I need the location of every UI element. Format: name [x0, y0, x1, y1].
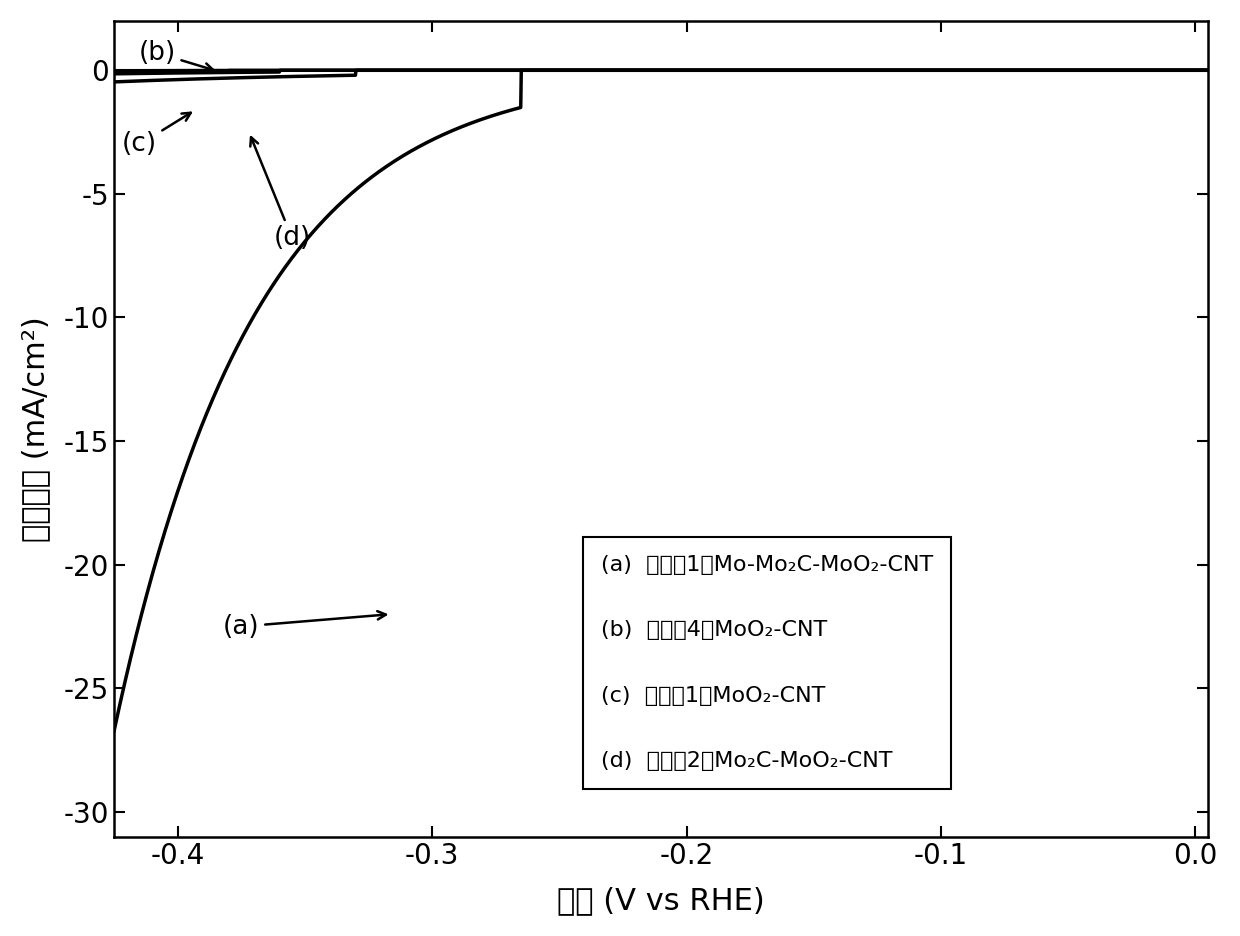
- Text: (a): (a): [223, 611, 386, 639]
- X-axis label: 电压 (V vs RHE): 电压 (V vs RHE): [557, 886, 765, 915]
- Text: (a)  实施例1的Mo-Mo₂C-MoO₂-CNT

(b)  对比例4的MoO₂-CNT

(c)  对比例1的MoO₂-CNT

(d)  对比例2的Mo: (a) 实施例1的Mo-Mo₂C-MoO₂-CNT (b) 对比例4的MoO₂-…: [601, 554, 934, 771]
- Text: (d): (d): [250, 138, 311, 252]
- Y-axis label: 电流密度 (mA/cm²): 电流密度 (mA/cm²): [21, 315, 50, 542]
- Text: (b): (b): [139, 40, 213, 71]
- Text: (c): (c): [122, 112, 191, 157]
